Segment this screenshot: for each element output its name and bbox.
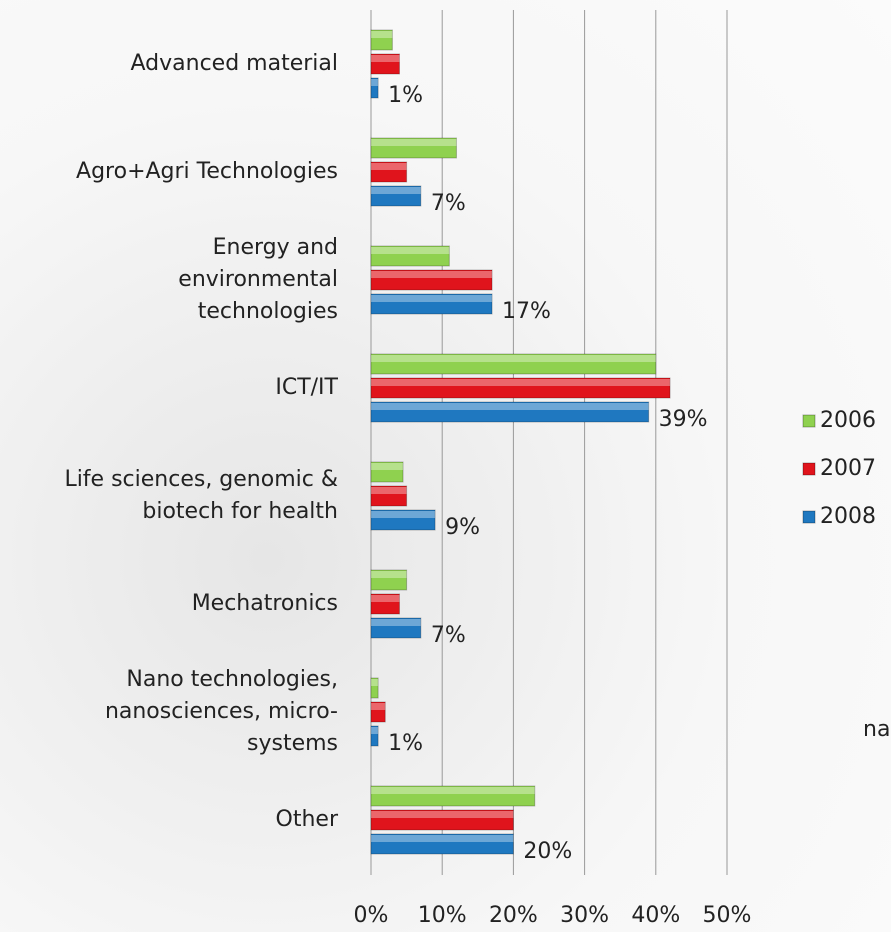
x-tick-label: 10%: [418, 903, 467, 928]
bar: [370, 569, 408, 591]
value-label: 7%: [431, 623, 466, 648]
x-tick-label: 0%: [354, 903, 389, 928]
category-label: Energy and environmental technologies: [178, 235, 338, 324]
bar: [370, 725, 379, 747]
legend-label: 2007: [820, 456, 876, 481]
bar: [370, 401, 650, 423]
bar-shine: [371, 55, 400, 62]
bar-shine: [371, 811, 514, 818]
bar-shine: [371, 355, 656, 362]
bar-shine: [371, 787, 535, 794]
value-label: 39%: [659, 407, 708, 432]
bar: [370, 809, 514, 831]
bar-shine: [371, 595, 400, 602]
bar: [370, 29, 393, 51]
category-label: Nano technologies, nanosciences, micro- …: [104, 667, 338, 756]
bar-shine: [371, 139, 457, 146]
bar: [370, 353, 657, 375]
value-label: 1%: [388, 731, 423, 756]
bar: [370, 77, 379, 99]
bar-shine: [371, 379, 671, 386]
value-label: 20%: [523, 839, 572, 864]
bar: [370, 161, 408, 183]
legend-label: 2008: [820, 504, 876, 529]
category-label: Other: [275, 807, 338, 832]
x-tick-label: 50%: [703, 903, 752, 928]
bar: [370, 269, 493, 291]
bar-shine: [371, 163, 407, 170]
bar: [370, 677, 379, 699]
bar-shine: [371, 271, 493, 278]
bar-shine: [371, 511, 436, 518]
bar-shine: [371, 463, 404, 470]
category-label: Life sciences, genomic & biotech for hea…: [64, 467, 338, 524]
background-text: na: [863, 717, 890, 742]
bar-shine: [371, 487, 407, 494]
bar: [370, 137, 457, 159]
bar: [370, 509, 436, 531]
bar: [370, 833, 514, 855]
bar: [370, 785, 536, 807]
bar: [370, 485, 408, 507]
value-label: 9%: [445, 515, 480, 540]
bar-shine: [371, 403, 649, 410]
bar: [370, 245, 450, 267]
value-label: 17%: [502, 299, 551, 324]
bar-shine: [371, 187, 421, 194]
bar: [370, 617, 422, 639]
bar-shine: [371, 79, 379, 86]
category-label: Mechatronics: [191, 591, 338, 616]
bar-shine: [371, 727, 379, 734]
bar-shine: [371, 31, 393, 38]
legend-swatch: [802, 510, 816, 524]
x-tick-label: 20%: [489, 903, 538, 928]
bar-shine: [371, 247, 450, 254]
category-label: Agro+Agri Technologies: [76, 159, 338, 184]
category-label: ICT/IT: [275, 375, 338, 400]
bar-shine: [371, 703, 386, 710]
bar-shine: [371, 835, 514, 842]
bar: [370, 377, 671, 399]
category-label: Advanced material: [130, 51, 339, 76]
bar: [370, 701, 386, 723]
bar: [370, 293, 493, 315]
bar: [370, 593, 400, 615]
value-label: 7%: [431, 191, 466, 216]
legend-label: 2006: [820, 408, 876, 433]
value-label: 1%: [388, 83, 423, 108]
bar-shine: [371, 295, 493, 302]
legend-swatch: [802, 462, 816, 476]
x-tick-label: 40%: [631, 903, 680, 928]
bar: [370, 53, 400, 75]
bar-shine: [371, 679, 379, 686]
x-tick-label: 30%: [560, 903, 609, 928]
bar-shine: [371, 571, 407, 578]
legend-swatch: [802, 414, 816, 428]
bar: [370, 461, 404, 483]
bar-shine: [371, 619, 421, 626]
bar: [370, 185, 422, 207]
